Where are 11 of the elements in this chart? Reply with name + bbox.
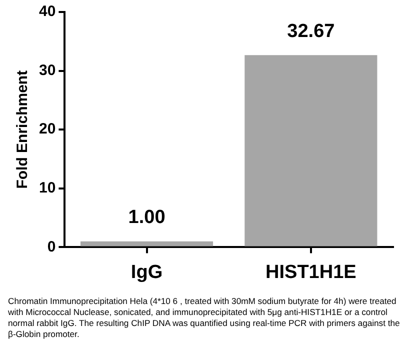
data-label: 32.67 [287,20,335,42]
y-tick-label: 10 [38,180,56,197]
y-tick-label: 20 [38,120,56,138]
x-tick-label: HIST1H1E [266,262,356,283]
x-tick-label: IgG [130,262,163,283]
y-axis-title: Fold Enrichment [14,70,32,189]
data-label: 1.00 [128,207,166,228]
y-tick-label: 30 [38,62,56,79]
y-tick-label: 0 [47,238,56,256]
y-tick-label: 40 [38,3,56,20]
text: Chromatin Immunoprecipitation Hela (4*10 6 , treated with 30mM sodium butyrate for 4h) were treated with Micrococcal Nuclease, sonicated, and immunoprecipitated with 5μg anti-HIST1H1E or a control normal rabbit IgG. The resulting ChIP DNA was quantified using real-time PCR with primers against the β-Globin promoter. [8,296,401,340]
